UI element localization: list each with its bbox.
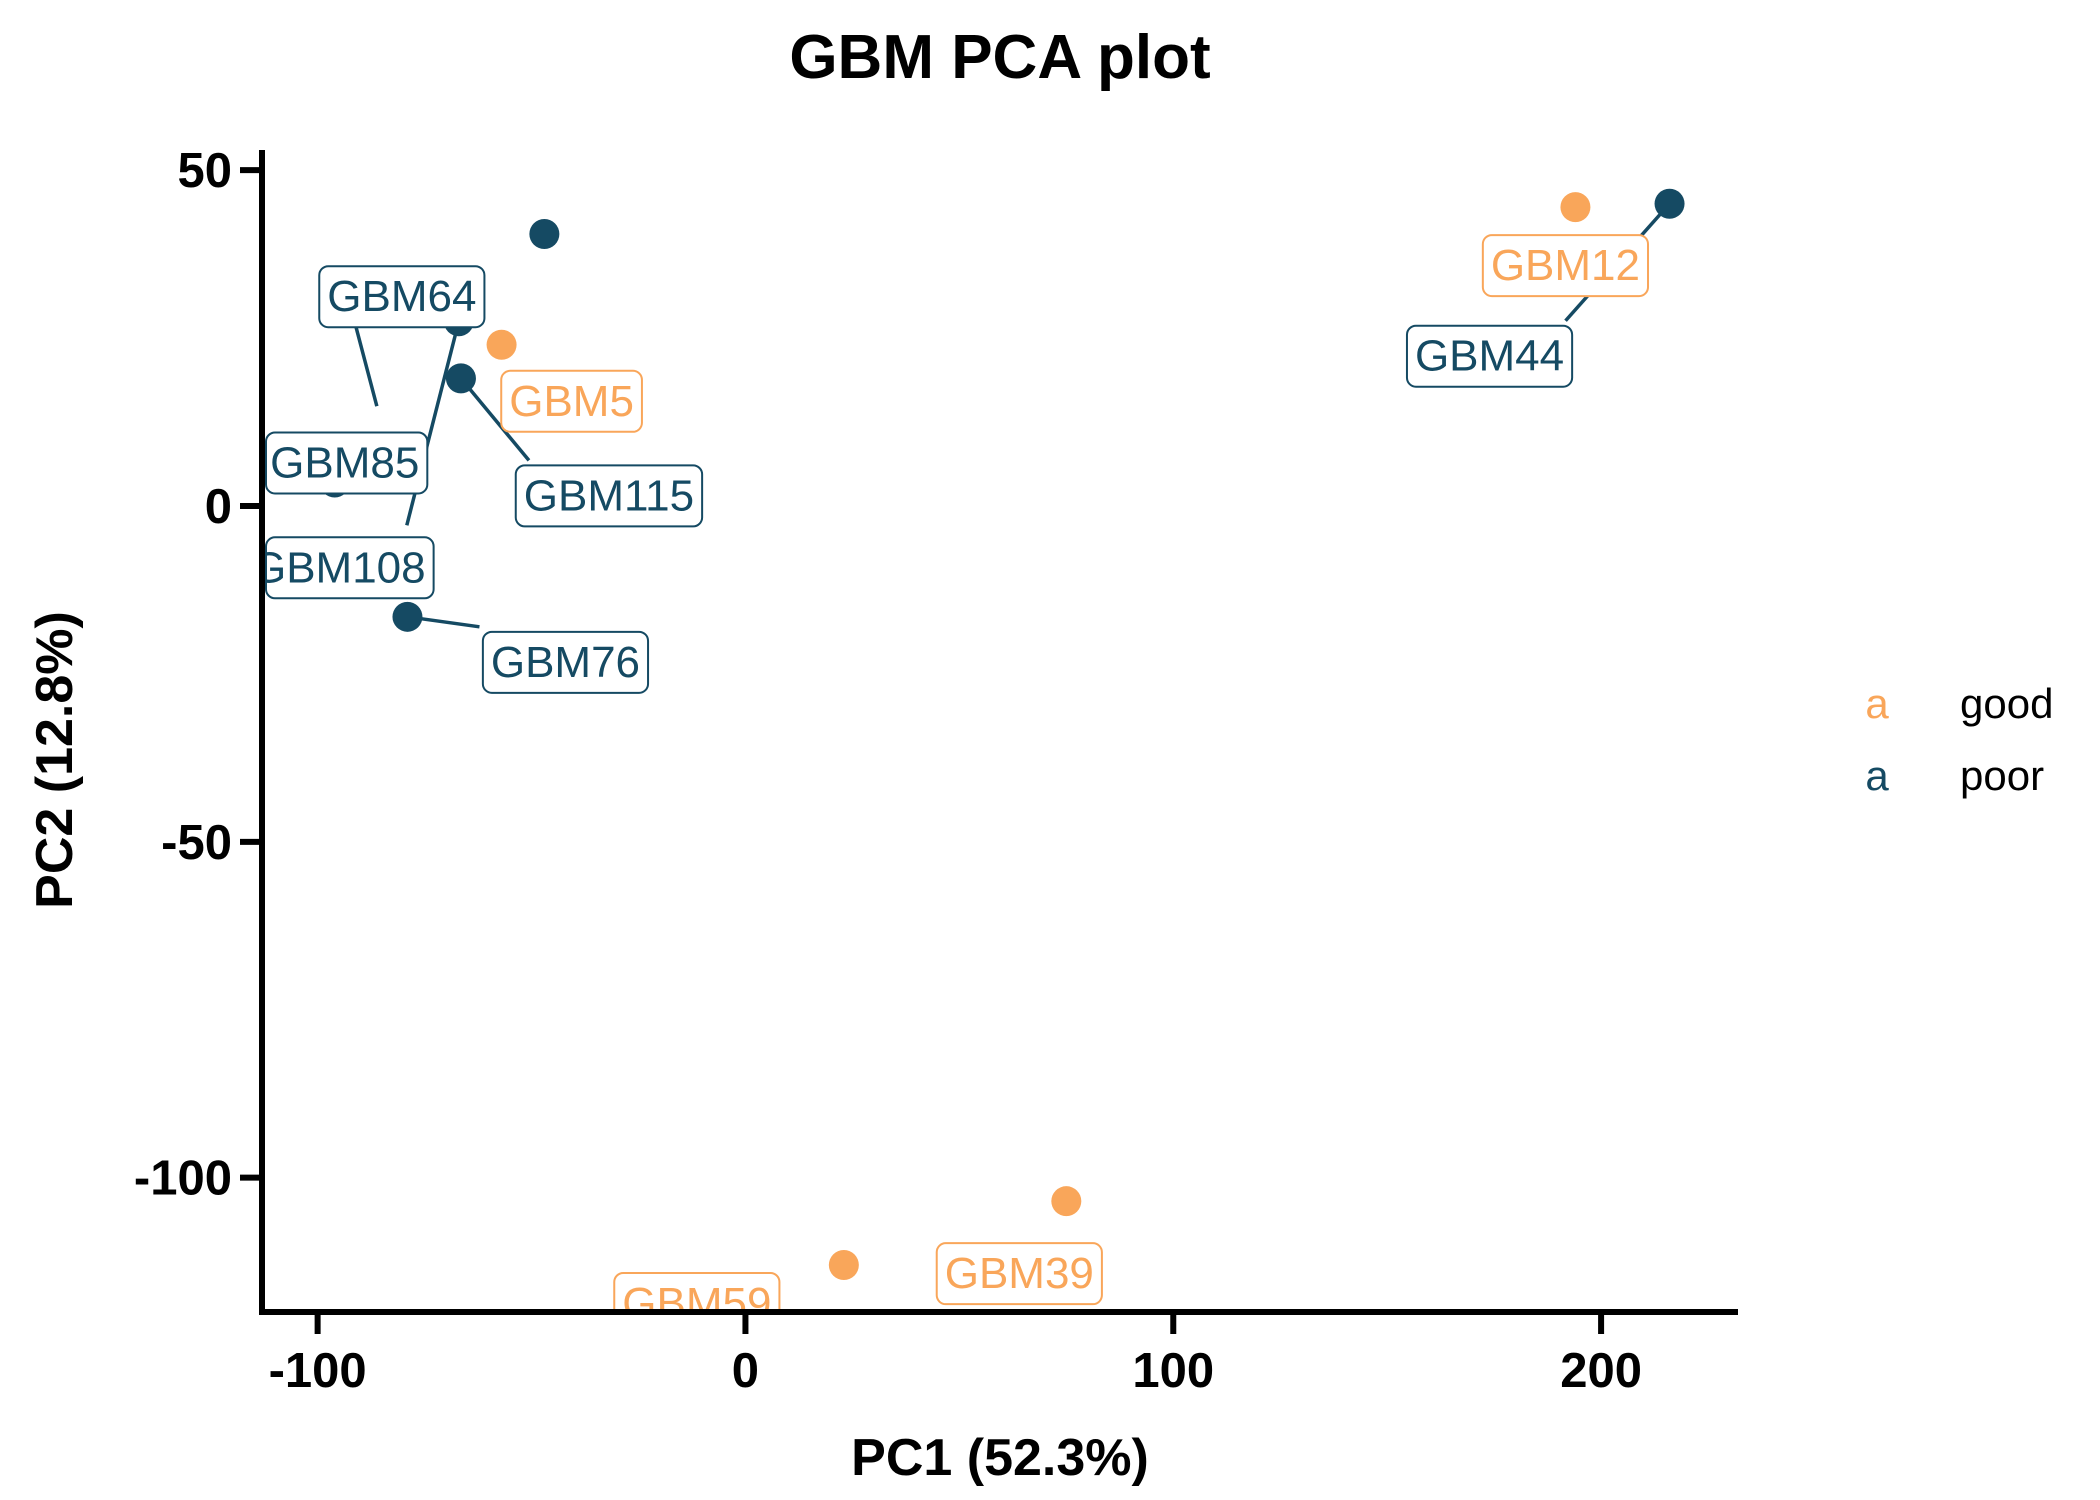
point-label-box <box>318 265 486 329</box>
data-point <box>1654 188 1685 219</box>
legend: a good a poor <box>1865 680 2053 799</box>
data-point <box>392 601 423 632</box>
legend-label: poor <box>1960 752 2044 799</box>
point-label-box <box>935 1242 1103 1306</box>
point-label-box <box>265 431 429 495</box>
point-label-box <box>514 464 704 528</box>
point-label-box <box>1481 234 1650 298</box>
point-label: GBM76 <box>491 638 640 687</box>
point-label: GBM44 <box>1415 332 1564 381</box>
y-tick-label: 50 <box>177 144 232 198</box>
y-tick-label: -50 <box>161 816 232 870</box>
data-point <box>529 218 560 249</box>
legend-label: good <box>1960 680 2053 727</box>
y-tick-label: -100 <box>134 1152 232 1206</box>
x-tick-label: 200 <box>1560 1344 1642 1398</box>
point-label: GBM85 <box>270 438 419 487</box>
point-label-box <box>265 536 435 600</box>
point-labels: GBM12 GBM5 GBM59 GBM39 GBM64 GBM108 GBM115 GBM8… <box>252 234 1650 1328</box>
x-tick-label: -100 <box>269 1344 367 1398</box>
x-tick-label: 0 <box>732 1344 759 1398</box>
chart-title: GBM PCA plot <box>789 23 1210 92</box>
point-label: GBM64 <box>327 272 476 321</box>
data-point <box>445 363 476 394</box>
point-label: GBM59 <box>622 1279 771 1328</box>
point-label-box <box>481 630 650 694</box>
legend-key-glyph: a <box>1865 680 1889 727</box>
plot-area: -100 0 100 200 50 0 -50 -100 GBM12 GBM5 GBM59 GBM39… <box>134 144 1738 1398</box>
point-label: GBM39 <box>945 1249 1094 1298</box>
point-label: GBM115 <box>524 471 694 520</box>
point-label-box <box>1405 324 1574 388</box>
y-tick-label: 0 <box>205 480 232 534</box>
point-label: GBM5 <box>509 377 634 426</box>
point-label: GBM108 <box>252 543 426 592</box>
point-label: GBM12 <box>1491 241 1640 290</box>
data-point <box>486 329 517 360</box>
y-axis-title: PC2 (12.8%) <box>26 611 84 909</box>
legend-key-glyph: a <box>1865 752 1889 799</box>
label-leader-line <box>459 377 531 462</box>
data-point <box>828 1249 859 1280</box>
point-label-box <box>613 1271 781 1309</box>
x-tick-label: 100 <box>1132 1344 1214 1398</box>
point-label-box <box>500 369 643 433</box>
data-point <box>1560 192 1591 223</box>
x-axis-title: PC1 (52.3%) <box>851 1429 1149 1487</box>
label-leader-line <box>405 320 461 526</box>
data-point <box>1051 1186 1082 1217</box>
